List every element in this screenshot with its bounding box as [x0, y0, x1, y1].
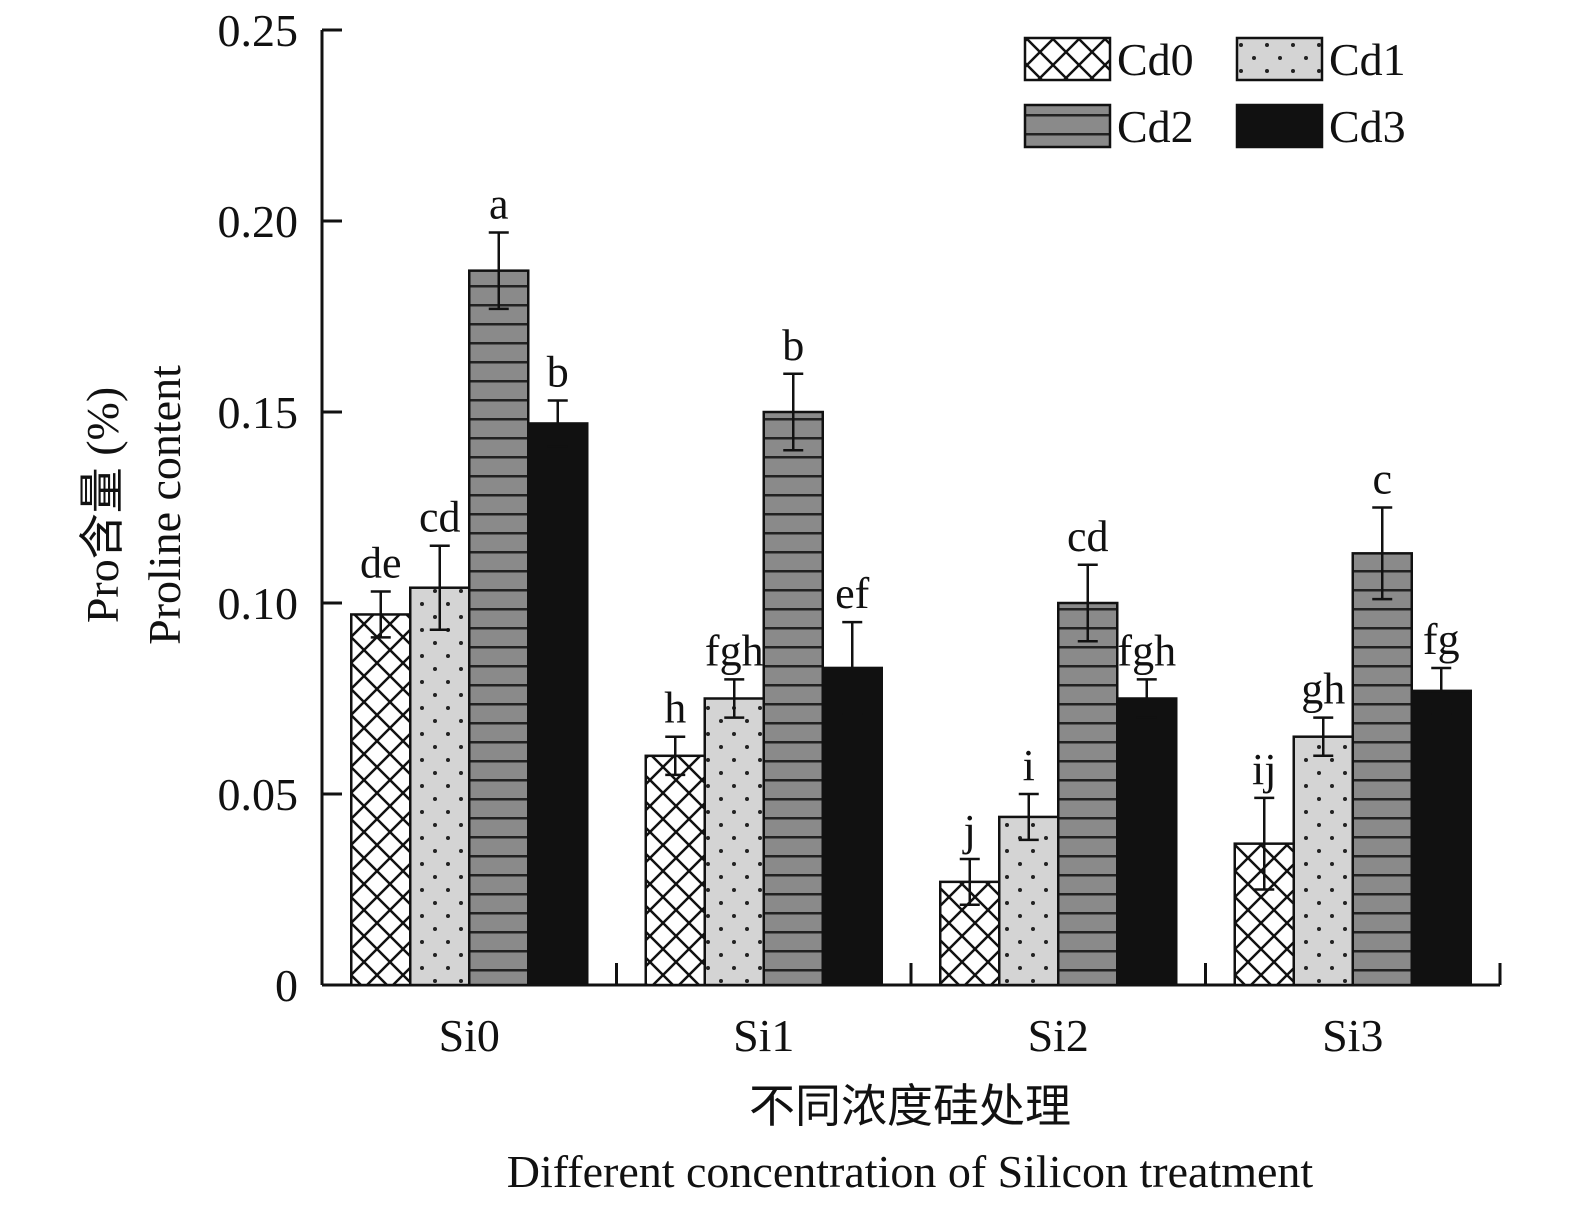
- significance-label: b: [547, 348, 569, 397]
- significance-label: de: [360, 539, 402, 588]
- legend-label: Cd3: [1329, 101, 1406, 152]
- significance-label: h: [664, 684, 686, 733]
- legend-swatch: [1235, 36, 1324, 82]
- bar: [468, 269, 530, 987]
- legend-label: Cd2: [1117, 101, 1194, 152]
- bar: [644, 754, 706, 987]
- significance-label: a: [489, 179, 509, 228]
- bar: [762, 410, 824, 987]
- bar: [703, 697, 765, 987]
- bar: [998, 815, 1060, 987]
- significance-label: ij: [1252, 745, 1276, 794]
- significance-label: gh: [1301, 665, 1345, 714]
- significance-label: cd: [419, 493, 461, 542]
- y-axis-title: Proline content: [139, 365, 190, 645]
- y-tick-label: 0.25: [218, 5, 299, 56]
- y-axis-title: Pro含量 (%): [77, 387, 128, 623]
- significance-label: b: [782, 321, 804, 370]
- significance-label: ef: [835, 569, 870, 618]
- axis-labels: Pro含量 (%) Proline content 不同浓度硅处理 Different…: [77, 365, 1313, 1197]
- legend: Cd0 Cd1 Cd2 Cd3: [1023, 34, 1406, 152]
- x-tick-label: Si1: [733, 1010, 794, 1061]
- legend-swatch: [1023, 103, 1112, 149]
- significance-label: c: [1372, 455, 1392, 504]
- y-tick-label: 0.05: [218, 769, 299, 820]
- significance-label: fgh: [705, 626, 764, 675]
- y-tick-label: 0.15: [218, 387, 299, 438]
- y-tick-label: 0.20: [218, 196, 299, 247]
- bar: [527, 422, 589, 987]
- significance-label: cd: [1067, 512, 1109, 561]
- x-tick-label: Si2: [1028, 1010, 1089, 1061]
- x-tick-label: Si3: [1322, 1010, 1383, 1061]
- significance-label: fg: [1423, 615, 1460, 664]
- x-axis-title: Different concentration of Silicon treat…: [507, 1146, 1314, 1197]
- bar: [1351, 552, 1413, 987]
- legend-swatch: [1023, 36, 1112, 82]
- significance-label: j: [962, 806, 976, 855]
- y-tick-label: 0.10: [218, 578, 299, 629]
- bar: [1116, 697, 1178, 987]
- bar: [1057, 601, 1119, 987]
- legend-label: Cd1: [1329, 34, 1406, 85]
- bar: [1410, 689, 1472, 987]
- x-axis-title: 不同浓度硅处理: [749, 1081, 1071, 1132]
- legend-label: Cd0: [1117, 34, 1194, 85]
- significance-label: i: [1023, 741, 1035, 790]
- bar: [821, 666, 883, 987]
- legend-swatch: [1235, 103, 1324, 149]
- x-tick-label: Si0: [439, 1010, 500, 1061]
- bar: [350, 613, 412, 987]
- bar: [409, 586, 471, 987]
- axes: 0 0.05 0.10 0.15 0.20 0.25 Si0 Si1 Si2 Si3: [218, 5, 1502, 1061]
- significance-label: fgh: [1117, 626, 1176, 675]
- bar: [1292, 735, 1354, 987]
- y-tick-label: 0: [275, 960, 298, 1011]
